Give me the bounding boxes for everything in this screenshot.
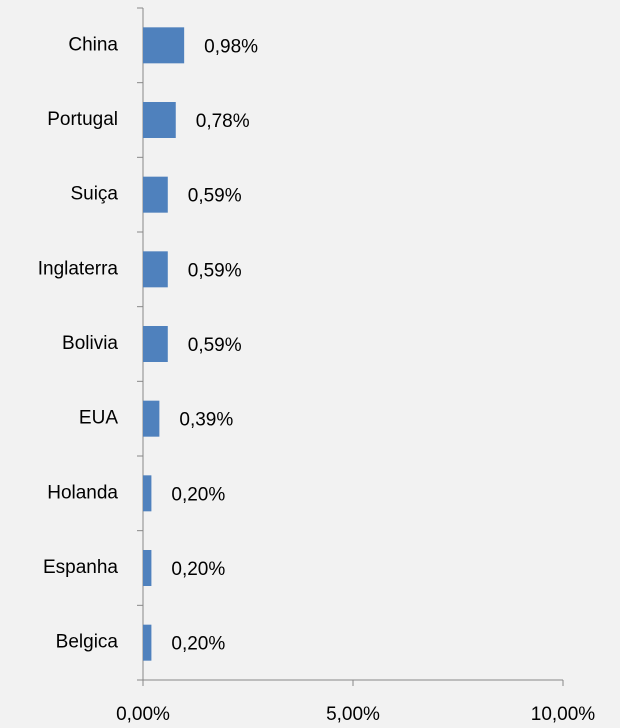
x-tick-label: 10,00% — [531, 704, 596, 725]
value-label: 0,20% — [171, 559, 225, 580]
value-label: 0,59% — [188, 335, 242, 356]
value-label: 0,98% — [204, 36, 258, 57]
y-tick-label: Suiça — [70, 184, 118, 205]
y-tick-label: Espanha — [43, 557, 118, 578]
y-tick-label: Bolivia — [62, 333, 118, 354]
bar — [143, 475, 152, 512]
y-tick-label: Portugal — [47, 109, 118, 130]
value-label: 0,59% — [188, 186, 242, 207]
value-label: 0,39% — [179, 410, 233, 431]
x-tick-label: 5,00% — [326, 704, 380, 725]
y-tick-label: China — [68, 34, 118, 55]
bar — [143, 550, 152, 586]
y-tick-label: Holanda — [47, 482, 118, 503]
value-label: 0,20% — [171, 634, 225, 655]
value-label: 0,78% — [196, 111, 250, 132]
bar — [143, 27, 185, 64]
value-label: 0,59% — [188, 260, 242, 281]
y-tick-label: EUA — [79, 408, 118, 429]
y-tick-label: Inglaterra — [38, 258, 119, 279]
y-tick-label: Belgica — [56, 632, 119, 653]
bar — [143, 102, 176, 138]
bar — [143, 176, 168, 213]
bar — [143, 400, 160, 437]
bar — [143, 326, 168, 362]
x-tick-label: 0,00% — [116, 704, 170, 725]
bar — [143, 624, 152, 661]
value-label: 0,20% — [171, 484, 225, 505]
bar — [143, 251, 168, 288]
